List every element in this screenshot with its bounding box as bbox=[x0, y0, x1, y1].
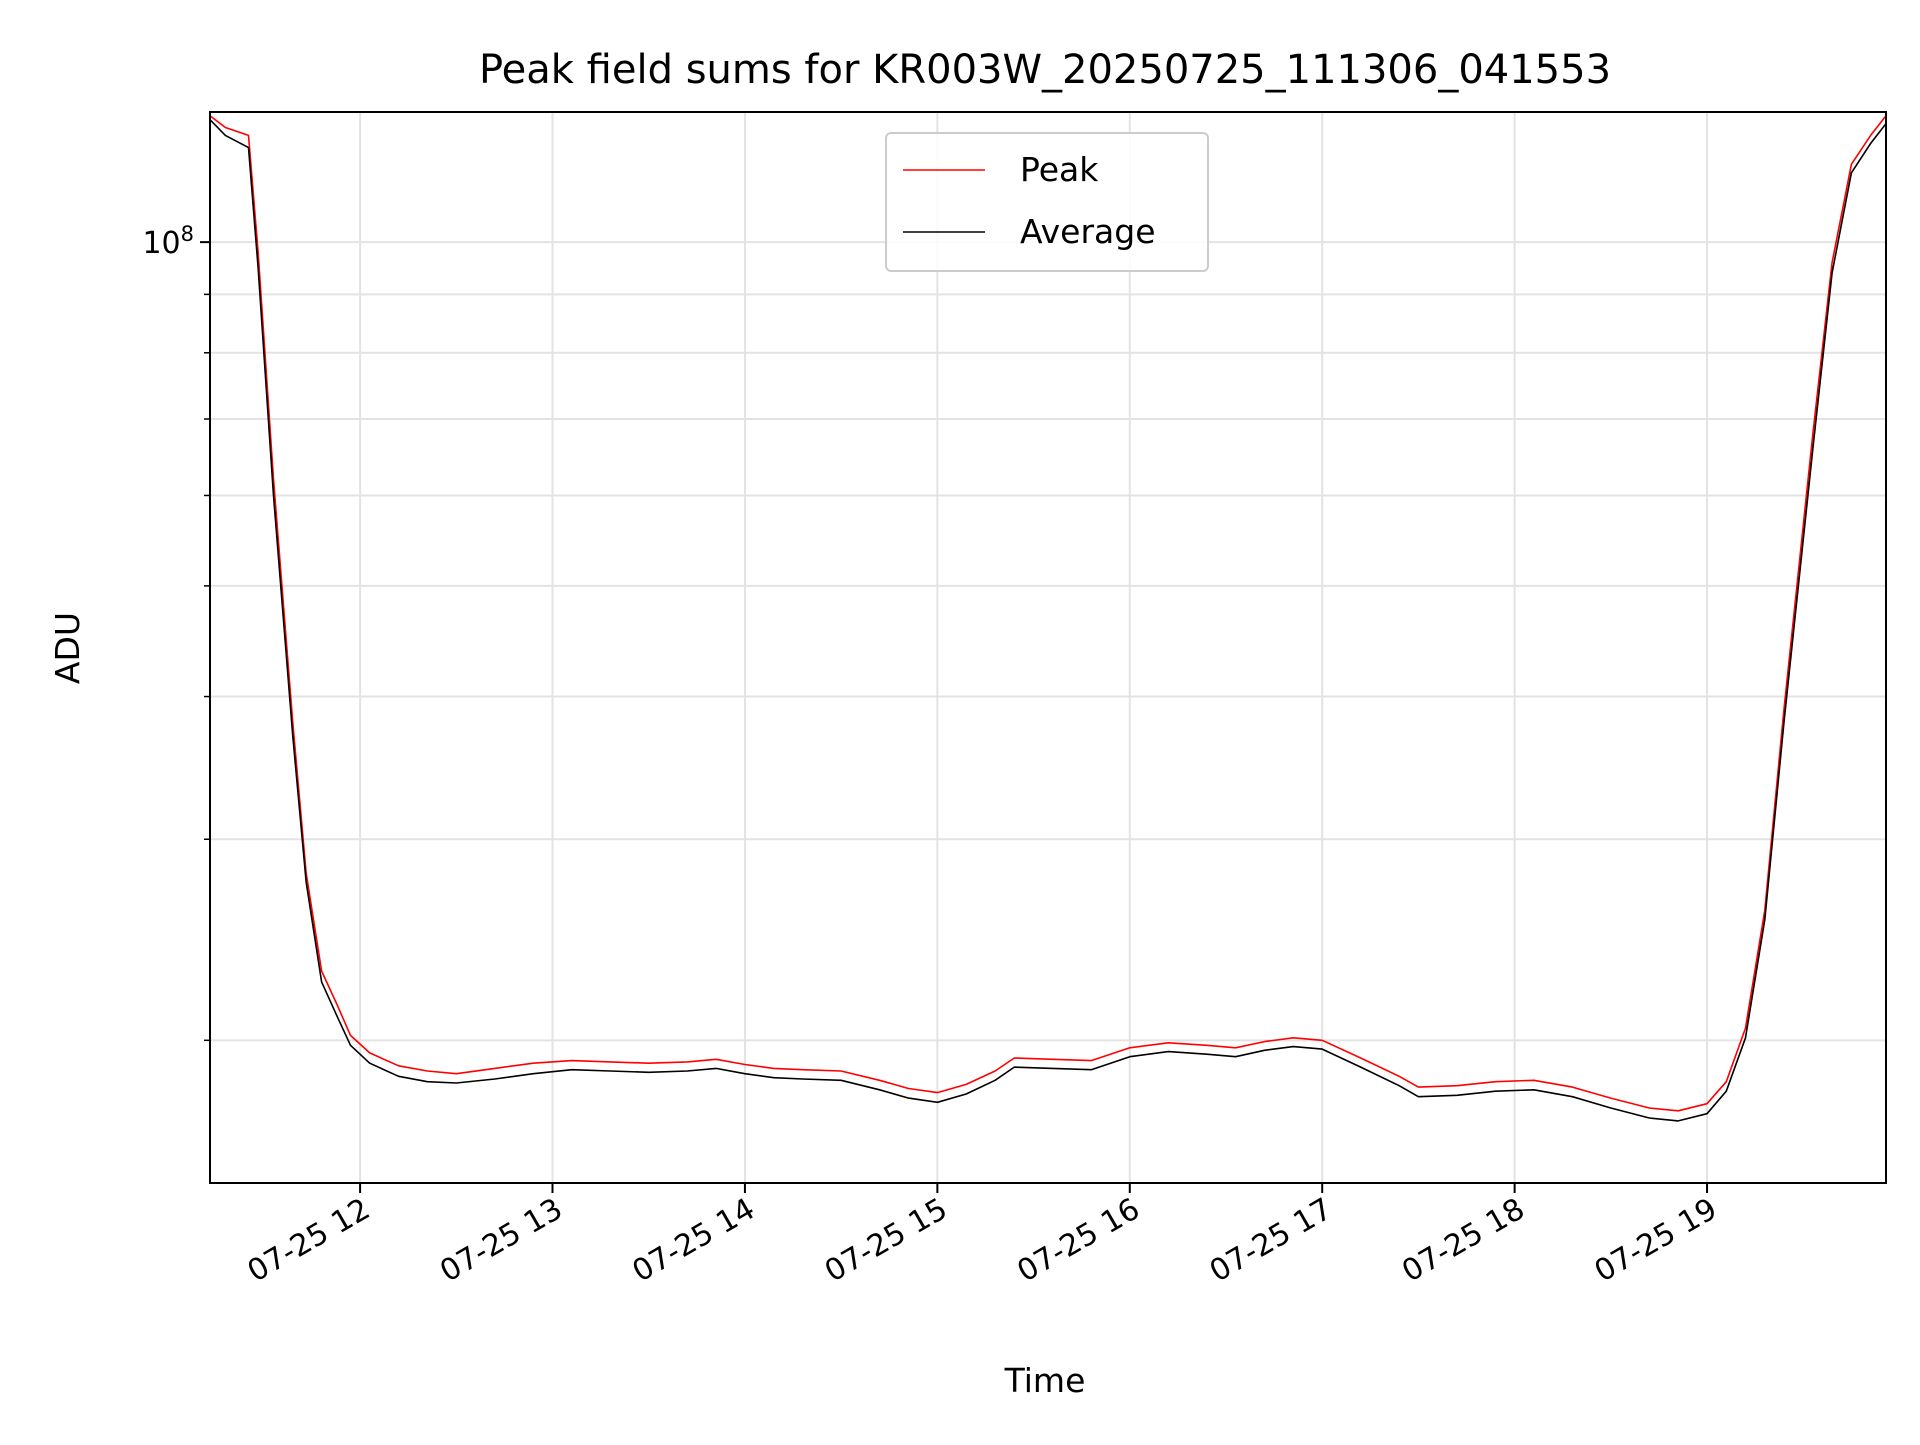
legend-label-peak: Peak bbox=[1020, 150, 1099, 189]
legend: Peak Average bbox=[885, 132, 1209, 272]
plot-series bbox=[209, 115, 1887, 1122]
y-axis-label: ADU bbox=[48, 612, 87, 684]
grid bbox=[210, 112, 1886, 1183]
series-line-peak bbox=[209, 115, 1887, 1112]
plot-frame bbox=[209, 111, 1887, 1184]
chart-title: Peak field sums for KR003W_20250725_1113… bbox=[479, 47, 1611, 93]
x-axis-label: Time bbox=[1004, 1361, 1086, 1400]
y-axis-ticks: 108 bbox=[142, 222, 210, 1042]
series-line-average bbox=[209, 119, 1887, 1122]
legend-label-average: Average bbox=[1020, 212, 1156, 251]
y-tick-label: 108 bbox=[142, 222, 194, 261]
legend-box bbox=[885, 132, 1209, 272]
